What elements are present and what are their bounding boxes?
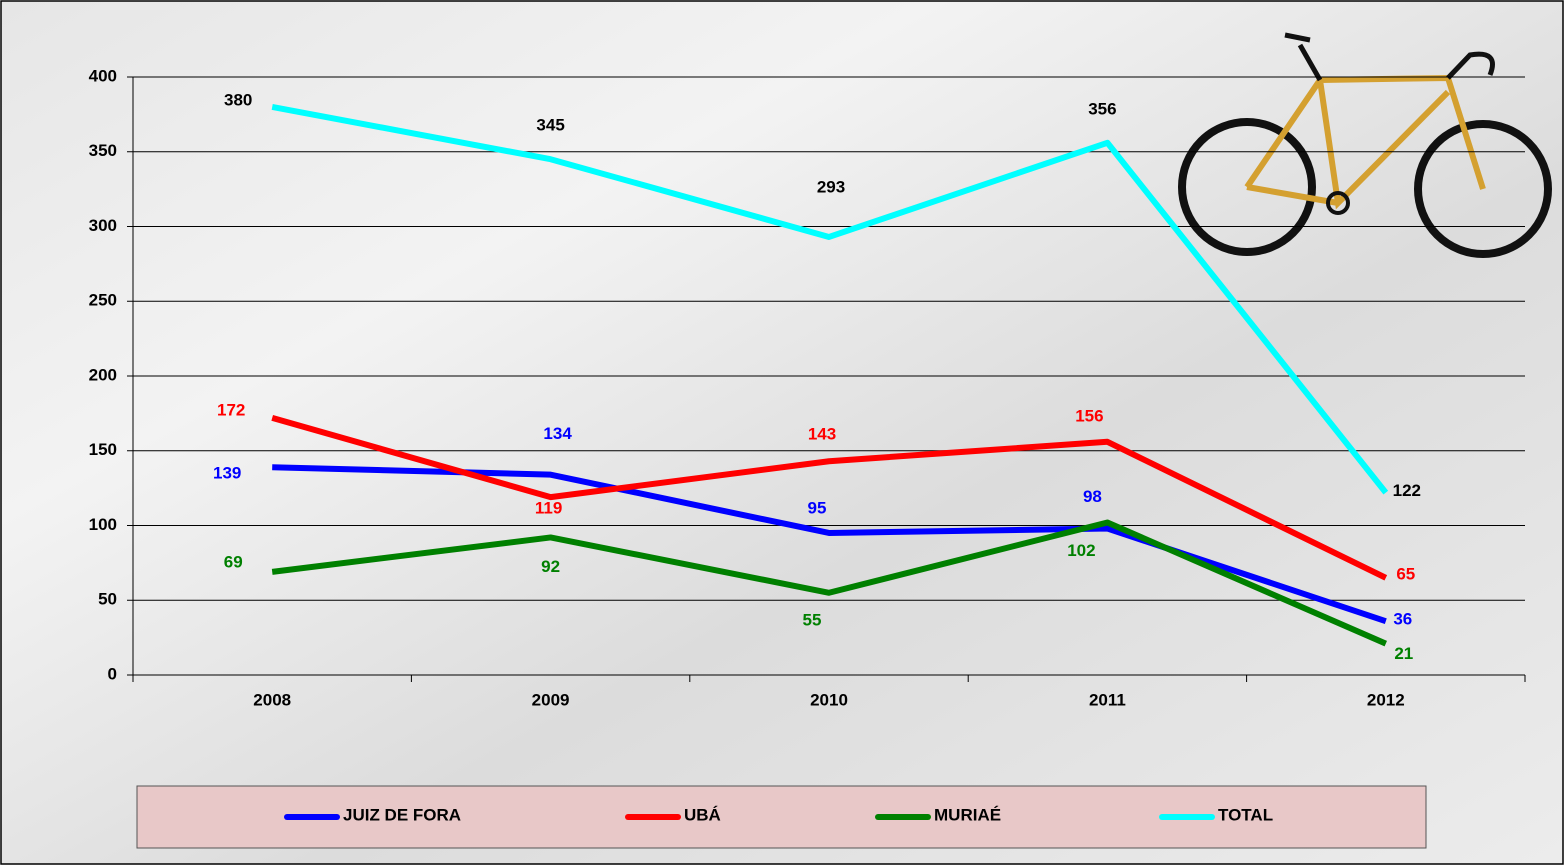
series-line: [271, 519, 1387, 647]
data-label: 69: [224, 552, 243, 571]
data-label: 134: [543, 424, 572, 443]
y-tick-label: 400: [89, 66, 117, 85]
x-tick-label: 2008: [253, 690, 291, 709]
data-label: 21: [1394, 644, 1413, 663]
legend-label: JUIZ DE FORA: [343, 805, 461, 824]
data-label: 356: [1088, 99, 1116, 118]
data-label: 143: [808, 425, 836, 444]
bicycle-illustration: [1178, 32, 1552, 258]
data-label: 65: [1396, 564, 1415, 583]
data-label: 380: [224, 90, 252, 109]
legend-label: UBÁ: [684, 805, 721, 824]
data-label: 92: [541, 557, 560, 576]
data-label: 293: [817, 177, 845, 196]
data-label: 119: [535, 499, 562, 518]
x-tick-label: 2010: [810, 690, 848, 709]
y-tick-label: 350: [89, 141, 117, 160]
legend-label: MURIAÉ: [934, 805, 1001, 824]
y-tick-label: 100: [89, 515, 117, 534]
data-label: 345: [536, 116, 564, 135]
data-label: 122: [1393, 481, 1421, 500]
data-label: 36: [1393, 610, 1412, 629]
y-tick-label: 0: [108, 664, 117, 683]
legend-label: TOTAL: [1218, 805, 1273, 824]
data-label: 55: [803, 610, 822, 629]
y-tick-label: 300: [89, 216, 117, 235]
data-label: 139: [213, 464, 241, 483]
y-tick-label: 250: [89, 291, 117, 310]
data-label: 95: [808, 498, 827, 517]
x-tick-label: 2012: [1367, 690, 1405, 709]
data-label: 172: [217, 400, 245, 419]
data-label: 156: [1075, 406, 1103, 425]
y-tick-label: 50: [98, 590, 117, 609]
y-tick-label: 150: [89, 440, 117, 459]
data-label: 98: [1083, 487, 1102, 506]
series-line: [271, 103, 1389, 495]
x-tick-label: 2011: [1089, 690, 1126, 709]
y-tick-label: 200: [89, 365, 117, 384]
series-line: [271, 414, 1388, 581]
data-label: 102: [1067, 541, 1095, 560]
x-tick-label: 2009: [532, 690, 570, 709]
